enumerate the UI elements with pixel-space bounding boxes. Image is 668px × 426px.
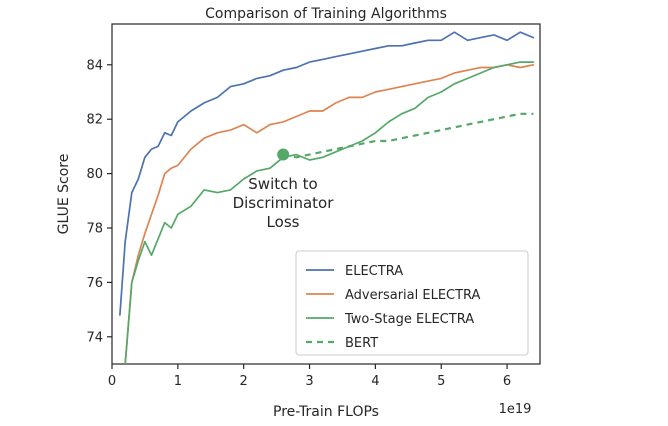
series-line-bert	[282, 112, 534, 159]
legend-frame	[295, 250, 529, 356]
series-line-two-stage-electra	[124, 61, 535, 364]
y-tick-label: 76	[86, 276, 103, 291]
y-tick-label: 74	[86, 330, 103, 345]
legend-label-electra: ELECTRA	[345, 264, 403, 279]
legend: ELECTRA Adversarial ELECTRA Two-Stage ELEC…	[295, 250, 529, 356]
y-axis: 74 76 78 80 82 84	[86, 58, 112, 345]
x-tick-label: 1	[174, 374, 182, 389]
y-tick-label: 80	[86, 167, 103, 182]
chart-title: Comparison of Training Algorithms	[205, 6, 447, 22]
y-axis-label: GLUE Score	[56, 154, 72, 235]
series-line-adversarial-electra	[124, 63, 535, 364]
x-tick-label: 6	[503, 374, 511, 389]
plot-area	[111, 23, 541, 365]
x-tick-label: 5	[437, 374, 445, 389]
legend-label-adversarial-electra: Adversarial ELECTRA	[345, 288, 481, 303]
annotation: Switch to Discriminator Loss	[233, 175, 335, 231]
x-axis-label: Pre-Train FLOPs	[273, 404, 379, 420]
legend-items: ELECTRA Adversarial ELECTRA Two-Stage ELEC…	[306, 264, 481, 351]
legend-label-bert: BERT	[345, 336, 378, 351]
annotation-line-3: Loss	[267, 213, 300, 231]
legend-label-two-stage-electra: Two-Stage ELECTRA	[344, 312, 474, 327]
annotation-line-1: Switch to	[248, 175, 317, 193]
switch-point-marker	[277, 148, 290, 161]
y-tick-label: 82	[86, 113, 103, 128]
x-tick-label: 0	[108, 374, 116, 389]
y-tick-label: 84	[86, 58, 103, 73]
annotation-line-2: Discriminator	[233, 194, 335, 212]
x-axis: 0 1 2 3 4 5 6	[108, 364, 511, 389]
x-tick-label: 4	[371, 374, 379, 389]
series-line-electra	[119, 31, 535, 316]
x-tick-label: 2	[240, 374, 248, 389]
x-axis-offset-label: 1e19	[499, 402, 532, 417]
y-tick-label: 78	[86, 222, 103, 237]
series-layer	[119, 31, 535, 364]
x-tick-label: 3	[305, 374, 313, 389]
